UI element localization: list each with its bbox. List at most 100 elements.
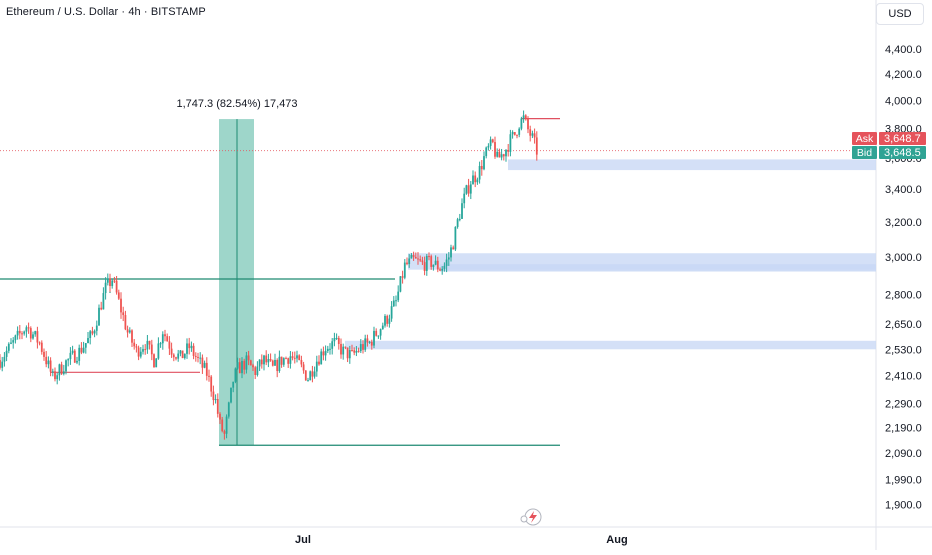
candle-body <box>480 166 483 170</box>
candle-body <box>194 355 197 357</box>
candle-body <box>144 349 147 351</box>
candle-body <box>18 330 21 334</box>
candle-body <box>498 151 501 158</box>
candle-body <box>428 256 430 258</box>
candle-body <box>439 269 441 271</box>
candle-body <box>115 280 118 293</box>
candle-body <box>516 134 518 136</box>
candle-body <box>452 247 455 250</box>
candle-body <box>366 338 369 343</box>
candle-body <box>109 278 111 286</box>
candle-body <box>309 371 312 381</box>
candle-body <box>408 258 411 265</box>
candle-body <box>254 367 257 376</box>
candle-body <box>0 360 1 368</box>
candle-body <box>388 318 391 324</box>
candle-body <box>175 357 177 359</box>
candle-body <box>25 327 28 332</box>
candle-body <box>91 331 94 334</box>
candle-body <box>472 175 474 185</box>
candle-body <box>188 343 191 349</box>
candle-body <box>421 260 424 263</box>
bid-label: Bid <box>857 147 872 159</box>
candle-body <box>364 338 367 350</box>
candle-body <box>340 343 342 355</box>
candle-body <box>269 359 272 361</box>
candle-body <box>54 371 56 380</box>
candle-body <box>243 360 246 370</box>
candle-body <box>419 259 422 261</box>
candle-body <box>441 268 444 271</box>
candle-body <box>225 416 228 434</box>
candle-body <box>465 185 468 194</box>
candle-body <box>386 315 389 324</box>
candle-body <box>139 351 142 357</box>
candle-body <box>249 360 252 366</box>
candle-body <box>485 147 488 157</box>
candle-body <box>16 330 19 336</box>
candle-body <box>104 282 107 294</box>
candle-body <box>392 300 395 307</box>
candle-body <box>344 346 347 348</box>
candle-body <box>179 350 182 354</box>
candle-body <box>311 371 314 377</box>
candle-body <box>469 184 472 194</box>
ask-value-bg <box>879 132 926 145</box>
candle-body <box>384 315 386 326</box>
ask-label: Ask <box>856 133 874 145</box>
candle-body <box>227 402 230 417</box>
candle-body <box>287 358 290 364</box>
candle-body <box>406 262 408 265</box>
candle-body <box>331 341 334 349</box>
candle-body <box>192 345 195 356</box>
candle-body <box>80 347 83 353</box>
time-tick-label: Jul <box>295 534 311 546</box>
candle-body <box>399 276 402 292</box>
candle-body <box>395 300 397 302</box>
candle-body <box>291 356 294 358</box>
candle-body <box>205 362 208 376</box>
candle-body <box>313 371 316 377</box>
candle-body <box>483 156 485 170</box>
candle-body <box>335 337 338 339</box>
candle-body <box>293 357 296 359</box>
candle-body <box>329 348 331 350</box>
candle-body <box>274 359 276 366</box>
candle-body <box>124 315 127 330</box>
candle-body <box>245 355 248 370</box>
candle-body <box>69 352 72 360</box>
candle-body <box>298 355 301 360</box>
candle-body <box>166 336 169 342</box>
candle-body <box>500 154 503 158</box>
candle-body <box>73 350 76 363</box>
price-tick-label: 2,410.0 <box>885 371 922 383</box>
candle-body <box>280 356 283 365</box>
price-tick-label: 4,200.0 <box>885 69 922 81</box>
candle-body <box>447 257 450 260</box>
candle-body <box>302 364 305 371</box>
candle-body <box>14 335 17 341</box>
candle-body <box>60 364 63 374</box>
candle-body <box>509 134 512 152</box>
candle-body <box>155 358 158 368</box>
candle-body <box>146 340 149 350</box>
candle-body <box>21 333 23 335</box>
candle-body <box>5 350 8 357</box>
time-tick-label: Aug <box>606 534 627 546</box>
candle-body <box>518 128 521 135</box>
lightning-icon[interactable] <box>520 508 542 526</box>
candle-body <box>93 330 96 334</box>
candle-body <box>533 133 536 138</box>
demand-zone <box>508 159 876 171</box>
currency-button[interactable]: USD <box>876 3 924 25</box>
candle-body <box>126 329 129 333</box>
candle-body <box>300 359 303 365</box>
demand-zone <box>440 264 876 272</box>
candle-body <box>474 175 477 183</box>
candle-body <box>161 334 164 344</box>
candle-body <box>520 118 523 129</box>
candle-body <box>137 347 140 357</box>
candle-body <box>432 264 435 267</box>
